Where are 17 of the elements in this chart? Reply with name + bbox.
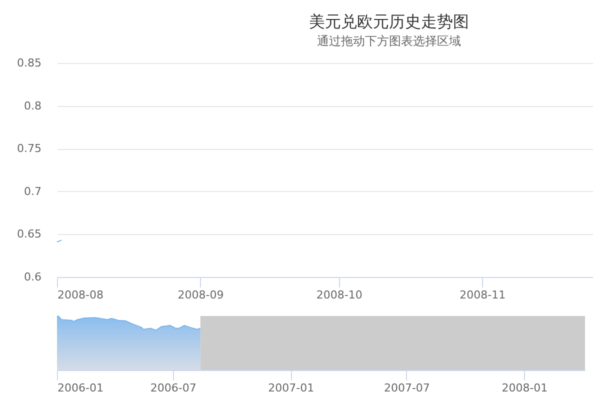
x-tick-label: 2006-07 <box>150 382 196 394</box>
y-tick-label: 0.65 <box>17 228 42 241</box>
x-tick-label: 2007-07 <box>384 382 430 394</box>
x-tick-label: 2007-01 <box>268 382 314 394</box>
y-tick-label: 0.6 <box>24 270 42 284</box>
x-tick-label: 2008-08 <box>58 288 104 302</box>
chart-subtitle: 通过拖动下方图表选择区域 <box>317 34 461 48</box>
y-tick-label: 0.85 <box>17 56 42 70</box>
x-tick-label: 2008-10 <box>316 288 362 302</box>
x-tick-label: 2008-01 <box>502 382 548 394</box>
y-tick-label: 0.75 <box>17 142 42 156</box>
x-tick-label: 2008-11 <box>460 288 506 302</box>
y-tick-label: 0.7 <box>24 184 42 198</box>
x-tick-label: 2006-01 <box>58 382 104 394</box>
y-tick-label: 0.8 <box>24 99 42 112</box>
chart-title: 美元兑欧元历史走势图 <box>309 12 469 31</box>
x-tick-label: 2008-09 <box>178 288 224 302</box>
